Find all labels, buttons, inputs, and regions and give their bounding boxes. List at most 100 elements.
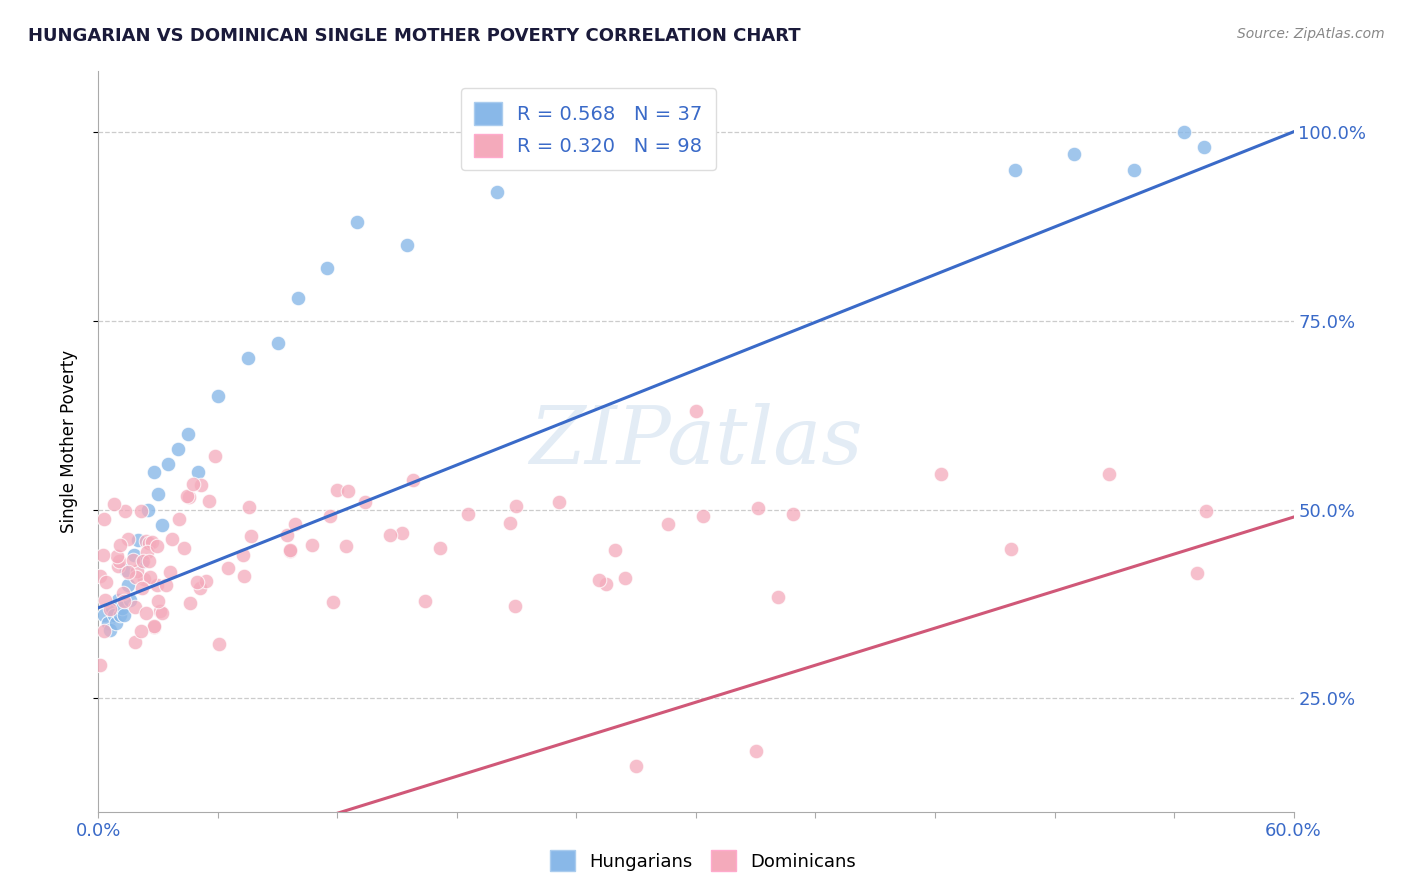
Point [1187,566,1209,580]
Legend: Hungarians, Dominicans: Hungarians, Dominicans [543,843,863,879]
Point [108,538,131,552]
Point [93,511,115,525]
Point [326,483,349,498]
Point [139,570,162,584]
Point [131,556,153,570]
Point [117,578,139,592]
Point [177,427,200,442]
Point [179,596,201,610]
Point [1192,140,1215,154]
Point [183,477,205,491]
Point [146,578,169,592]
Point [503,599,526,614]
Point [101,600,124,615]
Point [391,526,413,541]
Point [278,543,301,558]
Point [105,615,128,630]
Point [98,602,121,616]
Point [188,581,211,595]
Point [93,608,115,623]
Point [91,548,114,562]
Point [1173,125,1195,139]
Point [429,541,451,555]
Point [103,608,125,623]
Point [1097,467,1119,481]
Point [322,595,344,609]
Point [380,528,402,542]
Point [124,570,146,584]
Point [499,516,522,530]
Point [931,467,953,482]
Point [190,477,212,491]
Y-axis label: Single Mother Poverty: Single Mother Poverty [59,350,77,533]
Point [112,586,135,600]
Point [135,607,157,621]
Point [217,561,239,575]
Point [336,483,359,498]
Point [124,635,146,649]
Point [129,504,152,518]
Point [142,619,165,633]
Point [198,494,221,508]
Point [93,624,115,639]
Point [747,501,769,516]
Point [1000,541,1022,556]
Point [124,600,146,615]
Point [316,260,339,275]
Point [782,507,804,521]
Point [159,566,181,580]
Point [278,544,301,558]
Point [626,759,648,773]
Point [89,658,111,673]
Point [267,336,290,351]
Point [107,593,129,607]
Point [239,529,262,543]
Point [485,186,508,200]
Point [138,554,160,568]
Point [149,604,172,618]
Point [124,548,146,562]
Point [132,554,155,568]
Point [150,606,173,620]
Point [396,238,419,252]
Point [117,566,139,580]
Point [413,594,436,608]
Point [605,543,627,558]
Point [1195,504,1218,518]
Point [595,577,617,591]
Point [155,578,177,592]
Point [204,449,226,463]
Point [301,538,323,552]
Point [232,569,254,583]
Point [97,615,120,630]
Point [457,507,479,521]
Point [135,533,157,548]
Point [588,573,610,587]
Point [105,549,128,563]
Point [232,548,254,562]
Point [1123,162,1146,177]
Point [141,535,163,549]
Text: HUNGARIAN VS DOMINICAN SINGLE MOTHER POVERTY CORRELATION CHART: HUNGARIAN VS DOMINICAN SINGLE MOTHER POV… [28,27,801,45]
Text: Source: ZipAtlas.com: Source: ZipAtlas.com [1237,27,1385,41]
Point [505,499,527,513]
Point [120,593,142,607]
Point [284,517,307,532]
Point [354,495,377,509]
Point [94,575,117,590]
Point [173,541,195,555]
Point [112,608,135,623]
Point [167,512,190,526]
Point [157,457,180,471]
Point [114,504,136,518]
Point [142,619,165,633]
Point [134,572,156,586]
Point [98,624,122,638]
Point [207,389,229,403]
Point [177,490,200,504]
Point [160,532,183,546]
Point [187,465,209,479]
Point [136,545,159,559]
Point [108,554,131,568]
Point [93,593,115,607]
